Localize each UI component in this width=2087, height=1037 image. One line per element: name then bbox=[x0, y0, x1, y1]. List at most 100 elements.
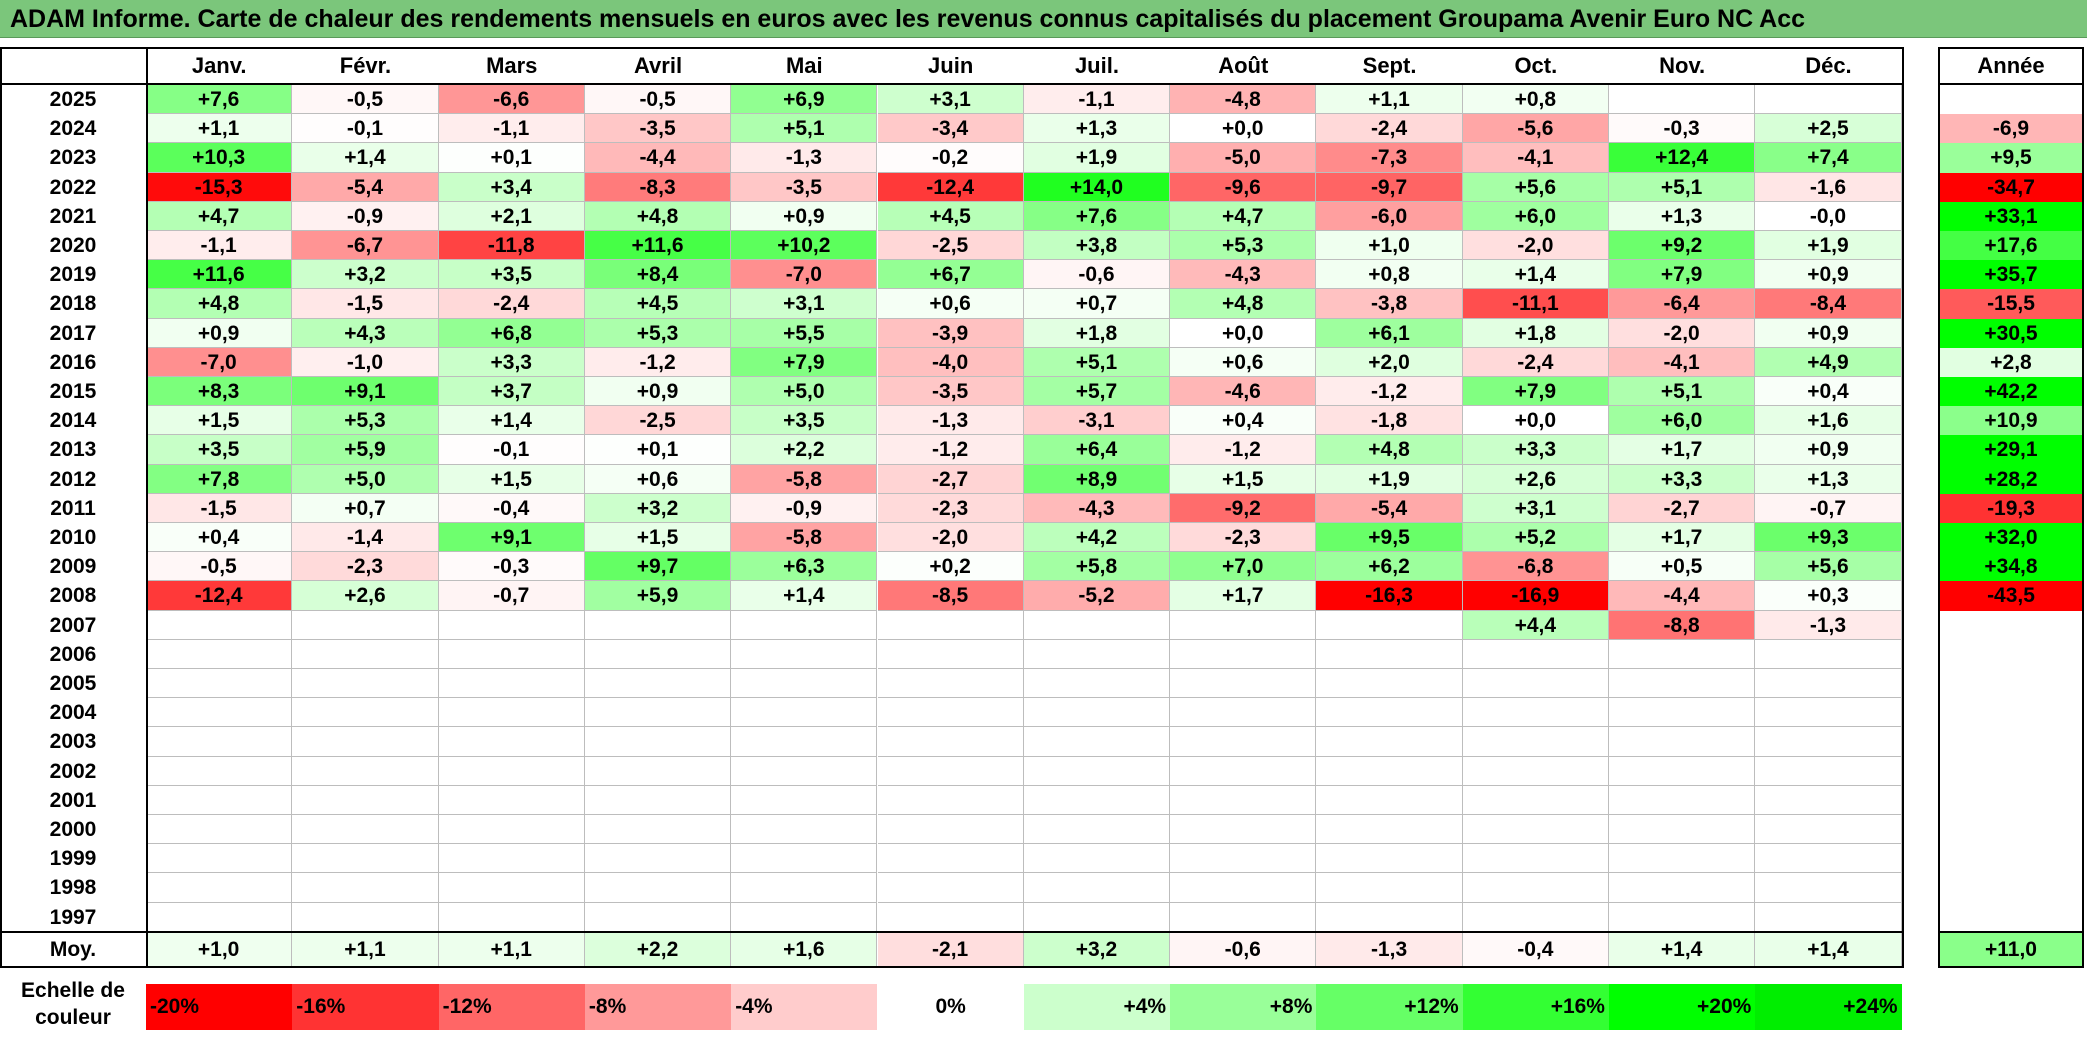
heatmap-cell: +6,0 bbox=[1462, 201, 1609, 231]
year-label: 2017 bbox=[49, 321, 97, 345]
month-header: Janv. bbox=[146, 48, 293, 83]
heatmap-cell: -6,7 bbox=[292, 231, 439, 261]
heatmap-cell: +1,8 bbox=[1023, 318, 1171, 348]
heatmap-cell bbox=[438, 873, 585, 903]
heatmap-cell: -7,0 bbox=[731, 260, 878, 290]
heatmap-cell: +9,2 bbox=[1609, 231, 1756, 261]
heatmap-cell: -4,1 bbox=[1462, 143, 1609, 173]
annual-cell bbox=[1938, 610, 2084, 640]
heatmap-cell bbox=[731, 815, 878, 845]
color-scale-label-line-2: couleur bbox=[35, 1006, 111, 1029]
heatmap-cell bbox=[292, 639, 439, 669]
heatmap-cell: -2,0 bbox=[877, 523, 1024, 553]
heatmap-cell: -2,3 bbox=[292, 552, 439, 582]
heatmap-cell bbox=[584, 844, 732, 874]
heatmap-cell: +8,4 bbox=[584, 260, 732, 290]
heatmap-cell bbox=[731, 873, 878, 903]
annual-cell: +9,5 bbox=[1938, 143, 2084, 173]
heatmap-cell bbox=[146, 902, 293, 932]
heatmap-cell bbox=[1609, 844, 1756, 874]
color-scale-swatch: +12% bbox=[1316, 984, 1463, 1030]
heatmap-cell: +1,4 bbox=[1462, 260, 1609, 290]
color-scale-swatch: +8% bbox=[1170, 984, 1317, 1030]
heatmap-cell bbox=[1755, 902, 1902, 932]
heatmap-cell: -1,5 bbox=[292, 289, 439, 319]
heatmap-cell: +7,6 bbox=[146, 85, 293, 115]
heatmap-cell bbox=[1316, 873, 1463, 903]
average-cell: -1,3 bbox=[1316, 933, 1463, 967]
heatmap-cell: -2,4 bbox=[1316, 114, 1463, 144]
heatmap-cell: +5,9 bbox=[292, 435, 439, 465]
heatmap-cell: +9,5 bbox=[1316, 523, 1463, 553]
heatmap-cell bbox=[146, 815, 293, 845]
heatmap-cell: -0,6 bbox=[1023, 260, 1171, 290]
heatmap-cell bbox=[1316, 815, 1463, 845]
average-cell: -2,1 bbox=[877, 933, 1024, 967]
heatmap-cell: +3,8 bbox=[1023, 231, 1171, 261]
heatmap-cell: +1,4 bbox=[292, 143, 439, 173]
heatmap-cell: -4,3 bbox=[1170, 260, 1317, 290]
heatmap-cell: -9,2 bbox=[1170, 493, 1317, 523]
average-annual-cell: +11,0 bbox=[1938, 933, 2084, 967]
heatmap-cell: -0,7 bbox=[1755, 493, 1902, 523]
heatmap-cell: -2,7 bbox=[877, 464, 1024, 494]
annual-cell bbox=[1938, 756, 2084, 786]
heatmap-cell: +5,6 bbox=[1462, 172, 1609, 202]
annual-cell bbox=[1938, 639, 2084, 669]
heatmap-cell bbox=[1755, 639, 1902, 669]
average-cell: +1,0 bbox=[146, 933, 293, 967]
heatmap-cell: -8,5 bbox=[877, 581, 1024, 611]
heatmap-cell bbox=[1316, 610, 1463, 640]
heatmap-cell: -2,4 bbox=[1462, 347, 1609, 377]
heatmap-cell: -9,6 bbox=[1170, 172, 1317, 202]
heatmap-cell bbox=[1316, 639, 1463, 669]
heatmap-cell bbox=[1023, 815, 1171, 845]
heatmap-cell: -0,3 bbox=[1609, 114, 1756, 144]
heatmap-cell: +0,4 bbox=[146, 523, 293, 553]
heatmap-cell bbox=[292, 756, 439, 786]
heatmap-cell bbox=[877, 902, 1024, 932]
heatmap-cell: -0,5 bbox=[292, 85, 439, 115]
heatmap-cell bbox=[1609, 698, 1756, 728]
heatmap-cell: -3,5 bbox=[877, 377, 1024, 407]
heatmap-cell bbox=[292, 698, 439, 728]
heatmap-cell: -6,0 bbox=[1316, 201, 1463, 231]
heatmap-cell: +5,1 bbox=[1609, 172, 1756, 202]
heatmap-cell: +0,9 bbox=[1755, 435, 1902, 465]
heatmap-cell: -6,6 bbox=[438, 85, 585, 115]
heatmap-cell: +3,1 bbox=[1462, 493, 1609, 523]
heatmap-cell: +8,9 bbox=[1023, 464, 1171, 494]
heatmap-cell bbox=[731, 669, 878, 699]
heatmap-cell: +9,3 bbox=[1755, 523, 1902, 553]
heatmap-cell: +5,1 bbox=[1023, 347, 1171, 377]
heatmap-cell bbox=[1170, 873, 1317, 903]
heatmap-cell bbox=[1316, 756, 1463, 786]
heatmap-cell: -2,5 bbox=[877, 231, 1024, 261]
heatmap-cell: -3,5 bbox=[584, 114, 732, 144]
heatmap-cell bbox=[584, 639, 732, 669]
month-header: Févr. bbox=[292, 48, 439, 83]
annual-cell: -15,5 bbox=[1938, 289, 2084, 319]
heatmap-cell bbox=[877, 727, 1024, 757]
heatmap-cell: +4,2 bbox=[1023, 523, 1171, 553]
heatmap-cell: -7,0 bbox=[146, 347, 293, 377]
heatmap-cell: +6,1 bbox=[1316, 318, 1463, 348]
heatmap-cell: +1,4 bbox=[438, 406, 585, 436]
heatmap-cell: +7,8 bbox=[146, 464, 293, 494]
heatmap-cell bbox=[877, 639, 1024, 669]
heatmap-cell: +3,2 bbox=[584, 493, 732, 523]
heatmap-cell: +5,1 bbox=[1609, 377, 1756, 407]
heatmap-cell bbox=[1462, 873, 1609, 903]
heatmap-cell bbox=[1462, 698, 1609, 728]
heatmap-cell bbox=[731, 639, 878, 669]
heatmap-cell bbox=[1609, 785, 1756, 815]
heatmap-cell: +6,7 bbox=[877, 260, 1024, 290]
year-label: 2011 bbox=[50, 496, 96, 520]
heatmap-cell bbox=[146, 785, 293, 815]
heatmap-cell: -3,9 bbox=[877, 318, 1024, 348]
year-label: 2007 bbox=[49, 613, 97, 637]
year-label: 1997 bbox=[49, 905, 97, 929]
month-header: Mars bbox=[438, 48, 585, 83]
heatmap-cell: +10,2 bbox=[731, 231, 878, 261]
heatmap-cell: +4,8 bbox=[584, 201, 732, 231]
